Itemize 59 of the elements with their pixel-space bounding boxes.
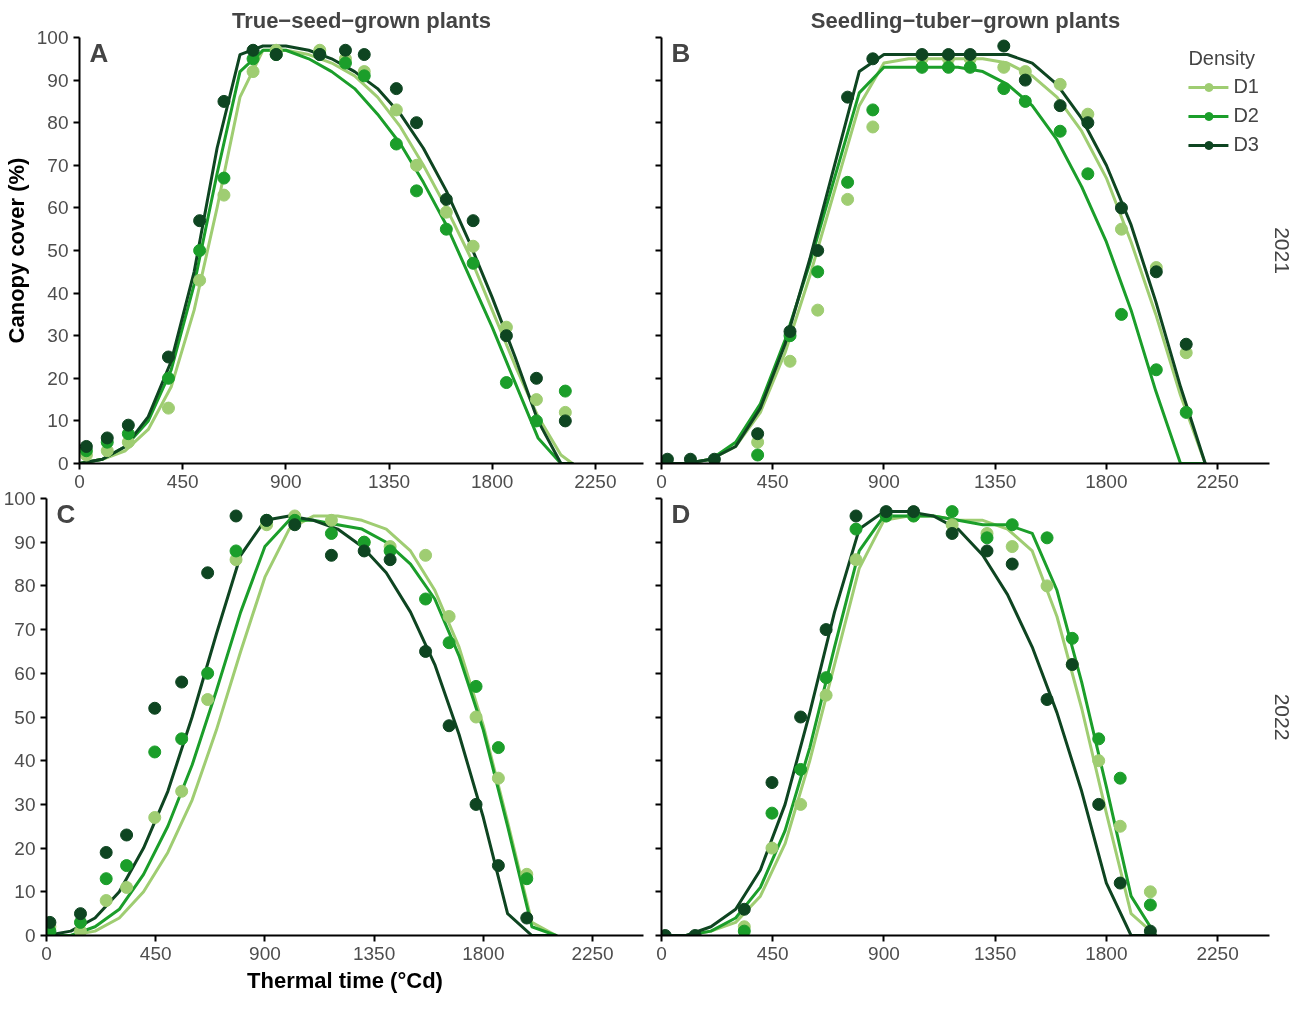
y-axis-title: Canopy cover (%) [3, 157, 29, 344]
y-tick-label: 60 [47, 197, 69, 219]
x-tick-label: 2250 [574, 470, 617, 492]
y-tick-label: 30 [47, 325, 69, 347]
x-tick-label: 2250 [1196, 942, 1239, 964]
chart-title: True−seed−grown plants [231, 7, 492, 33]
x-tick-label: 450 [166, 470, 199, 492]
y-tick-label: 30 [14, 793, 36, 815]
annotation: B [671, 37, 691, 68]
annotation: C [56, 498, 76, 529]
y-tick-label: 50 [47, 240, 69, 261]
x-tick-label: 1350 [367, 470, 411, 492]
x-tick-label: 1350 [974, 942, 1017, 964]
y-tick-label: 90 [14, 531, 36, 553]
y-tick-label: 100 [3, 488, 36, 509]
y-tick-label: 10 [47, 410, 69, 432]
x-tick-label: 900 [868, 942, 900, 964]
annotation: A [89, 37, 109, 68]
x-tick-label: 900 [249, 942, 281, 964]
y-tick-label: 80 [14, 575, 36, 597]
y-tick-label: 70 [14, 619, 36, 641]
y-tick-label: 0 [24, 925, 36, 946]
x-tick-label: 450 [756, 942, 789, 964]
x-tick-label: 1350 [352, 942, 396, 964]
y-tick-label: 90 [47, 69, 69, 91]
y-tick-label: 50 [14, 706, 36, 728]
y-tick-label: 100 [36, 27, 69, 48]
legend-label: D1 [1233, 75, 1259, 98]
x-axis-title: Thermal time (°Cd) [247, 967, 443, 993]
legend-label: D2 [1233, 104, 1259, 127]
x-tick-label: 450 [139, 942, 172, 964]
y-tick-label: 20 [14, 837, 36, 859]
y-tick-label: 40 [14, 750, 36, 772]
y-tick-label: 60 [14, 662, 36, 684]
x-tick-label: 900 [868, 470, 900, 492]
x-tick-label: 2250 [571, 942, 614, 964]
y-tick-label: 20 [47, 367, 69, 389]
legend-title: Density [1188, 47, 1257, 70]
annotation: D [671, 498, 691, 529]
x-tick-label: 1800 [471, 470, 514, 492]
legend-label: D3 [1233, 133, 1259, 156]
x-tick-label: 0 [656, 470, 667, 492]
y-tick-label: 80 [47, 112, 69, 134]
x-tick-label: 900 [269, 470, 302, 492]
x-tick-label: 2250 [1196, 470, 1239, 492]
y-tick-label: 10 [14, 881, 36, 903]
x-tick-label: 0 [74, 470, 85, 492]
x-tick-label: 1800 [462, 942, 505, 964]
x-tick-label: 0 [656, 942, 667, 964]
y-tick-label: 40 [47, 282, 69, 304]
x-tick-label: 1350 [974, 470, 1017, 492]
x-tick-label: 1800 [1085, 470, 1128, 492]
y-tick-label: 0 [57, 453, 69, 474]
y2-axis-title: 2021 [1270, 227, 1294, 274]
x-tick-label: 450 [756, 470, 789, 492]
y-tick-label: 70 [47, 154, 69, 176]
y2-axis-title: 2022 [1270, 693, 1294, 741]
chart-title: Seedling−tuber−grown plants [810, 7, 1121, 33]
x-tick-label: 1800 [1085, 942, 1128, 964]
